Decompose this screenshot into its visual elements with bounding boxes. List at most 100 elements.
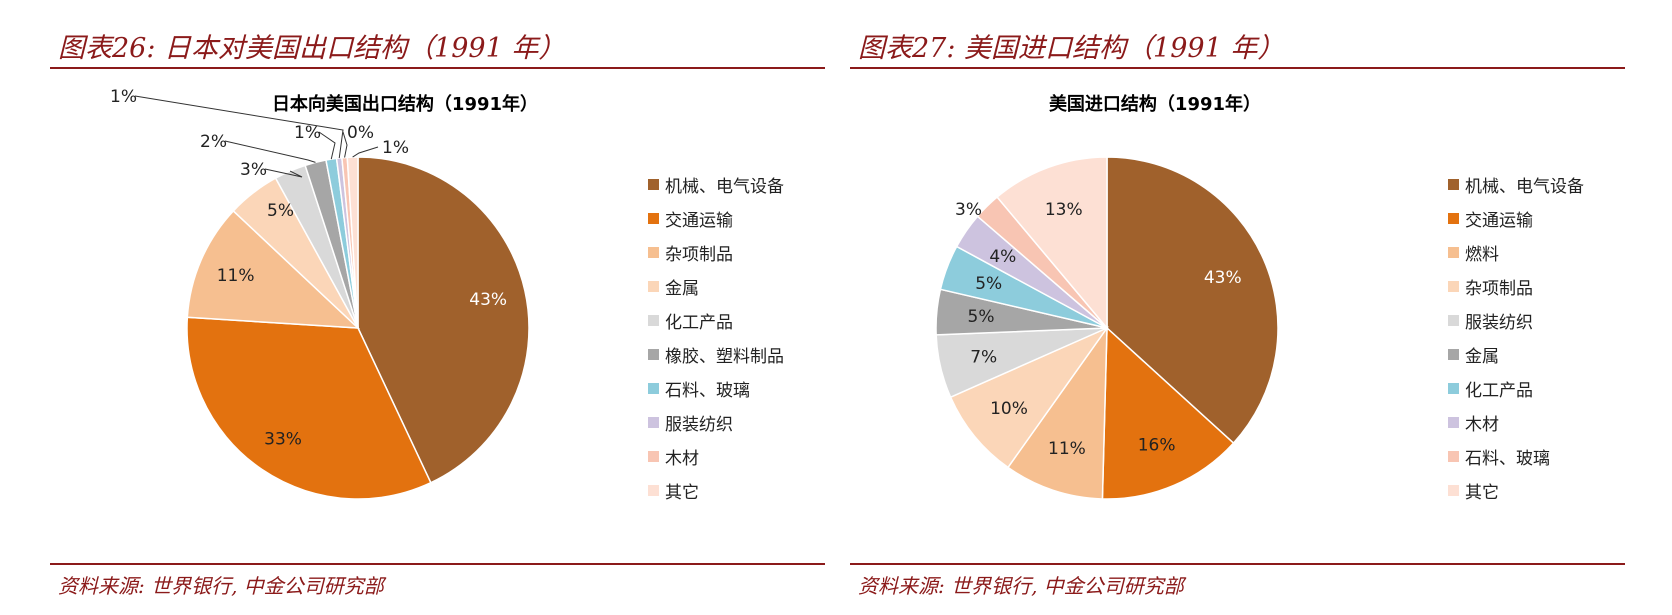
data-label: 1% <box>382 138 409 158</box>
data-label: 13% <box>1045 200 1083 220</box>
legend-item: 服装纺织 <box>648 405 784 439</box>
legend-swatch <box>648 280 659 292</box>
title-rule <box>50 67 825 69</box>
legend-swatch <box>648 246 659 258</box>
figure-title: 图表26: 日本对美国出口结构（1991 年） <box>58 33 566 64</box>
legend-label: 机械、电气设备 <box>1465 176 1584 197</box>
data-label: 11% <box>1048 439 1086 459</box>
legend-item: 机械、电气设备 <box>1448 167 1584 201</box>
legend-swatch <box>1448 212 1459 224</box>
legend-swatch <box>1448 348 1459 360</box>
pie-slice <box>949 326 1110 469</box>
pie-slice <box>996 156 1108 331</box>
legend-swatch <box>1448 314 1459 326</box>
legend-item: 化工产品 <box>1448 371 1584 405</box>
pie-slice <box>186 209 361 329</box>
data-label: 2% <box>200 132 227 152</box>
data-label: 1% <box>294 123 321 143</box>
legend-label: 木材 <box>1465 414 1499 435</box>
legend-item: 橡胶、塑料制品 <box>648 337 784 371</box>
legend-item: 杂项制品 <box>1448 269 1584 303</box>
legend-swatch <box>648 382 659 394</box>
legend-label: 服装纺织 <box>665 414 733 435</box>
pie-labels: 43% 16% 11% 10% 7% 5% 5% 4% 3% 13% <box>955 200 1242 459</box>
pie-slice <box>1101 326 1235 500</box>
data-label: 1% <box>110 87 137 107</box>
legend: 机械、电气设备 交通运输杂项制品金属化工产品橡胶、塑料制品 石料、玻璃服装纺织木材其… <box>648 167 784 507</box>
data-label: 43% <box>1204 268 1242 288</box>
legend-item: 交通运输 <box>648 201 784 235</box>
legend-label: 其它 <box>1465 482 1499 503</box>
data-label: 16% <box>1138 435 1176 455</box>
legend-swatch <box>1448 246 1459 258</box>
data-label: 0% <box>347 123 374 143</box>
data-label: 3% <box>240 160 267 180</box>
legend-item: 石料、玻璃 <box>1448 439 1584 473</box>
legend-swatch <box>648 416 659 428</box>
legend-item: 金属 <box>648 269 784 303</box>
legend-swatch <box>648 450 659 462</box>
data-label: 10% <box>990 399 1028 419</box>
legend-swatch <box>648 314 659 326</box>
pie-slice <box>1106 156 1279 445</box>
legend-swatch <box>648 348 659 360</box>
pie-slice <box>1006 325 1108 500</box>
data-label: 4% <box>989 247 1016 267</box>
chart-title: 日本向美国出口结构（1991年） <box>272 93 538 115</box>
legend-item: 服装纺织 <box>1448 303 1584 337</box>
leader-line <box>224 140 316 163</box>
data-label: 11% <box>217 266 255 286</box>
legend-item: 其它 <box>648 473 784 507</box>
legend-item: 金属 <box>1448 337 1584 371</box>
legend-swatch <box>648 212 659 224</box>
legend-swatch <box>648 178 659 190</box>
legend-item: 杂项制品 <box>648 235 784 269</box>
pie-slice <box>186 316 432 500</box>
source-note: 资料来源: 世界银行, 中金公司研究部 <box>858 574 1184 598</box>
title-rule <box>850 67 1625 69</box>
legend-label: 木材 <box>665 448 699 469</box>
legend-label: 杂项制品 <box>1465 278 1533 299</box>
source-rule <box>850 563 1625 565</box>
pie-slices <box>935 156 1279 500</box>
pie-slice <box>357 156 530 484</box>
chart-title: 美国进口结构（1991年） <box>1049 93 1261 115</box>
legend-item: 其它 <box>1448 473 1584 507</box>
legend-label: 石料、玻璃 <box>665 380 750 401</box>
legend-label: 金属 <box>1465 346 1499 367</box>
data-label: 5% <box>975 274 1002 294</box>
data-label: 7% <box>970 348 997 368</box>
legend-swatch <box>1448 450 1459 462</box>
legend-label: 石料、玻璃 <box>1465 448 1550 469</box>
legend-swatch <box>648 484 659 496</box>
leader-line <box>342 131 348 158</box>
legend-label: 化工产品 <box>1465 380 1533 401</box>
legend-label: 交通运输 <box>665 210 733 231</box>
legend-label: 金属 <box>665 278 699 299</box>
legend-item: 石料、玻璃 <box>648 371 784 405</box>
legend-swatch <box>1448 416 1459 428</box>
legend-label: 服装纺织 <box>1465 312 1533 333</box>
leader-line <box>264 168 303 178</box>
legend-item: 交通运输 <box>1448 201 1584 235</box>
leader-line <box>134 95 344 159</box>
data-label: 33% <box>264 429 302 449</box>
legend-label: 机械、电气设备 <box>665 176 784 197</box>
legend-label: 交通运输 <box>1465 210 1533 231</box>
chart-panel-japan-exports: 图表26: 日本对美国出口结构（1991 年） 日本向美国出口结构（1991年）… <box>50 0 825 615</box>
legend-item: 机械、电气设备 <box>648 167 784 201</box>
pie-chart-japan-exports: 日本向美国出口结构（1991年） 43% 33% 11% 5% 3% 2% 1% 1% 0% 1% <box>110 87 538 500</box>
data-label: 43% <box>469 290 507 310</box>
legend-label: 橡胶、塑料制品 <box>665 346 784 367</box>
legend-label: 燃料 <box>1465 244 1499 265</box>
legend-label: 化工产品 <box>665 312 733 333</box>
legend-label: 杂项制品 <box>665 244 733 265</box>
legend-swatch <box>1448 178 1459 190</box>
pie-slices <box>186 156 530 500</box>
legend-item: 燃料 <box>1448 235 1584 269</box>
data-label: 3% <box>955 200 982 220</box>
pie-chart-us-imports: 美国进口结构（1991年） 43% 16% 11% 10% 7% 5% 5% 4% 3% 13% <box>935 93 1279 500</box>
figure-title: 图表27: 美国进口结构（1991 年） <box>858 33 1285 64</box>
source-note: 资料来源: 世界银行, 中金公司研究部 <box>58 574 384 598</box>
legend-swatch <box>1448 484 1459 496</box>
